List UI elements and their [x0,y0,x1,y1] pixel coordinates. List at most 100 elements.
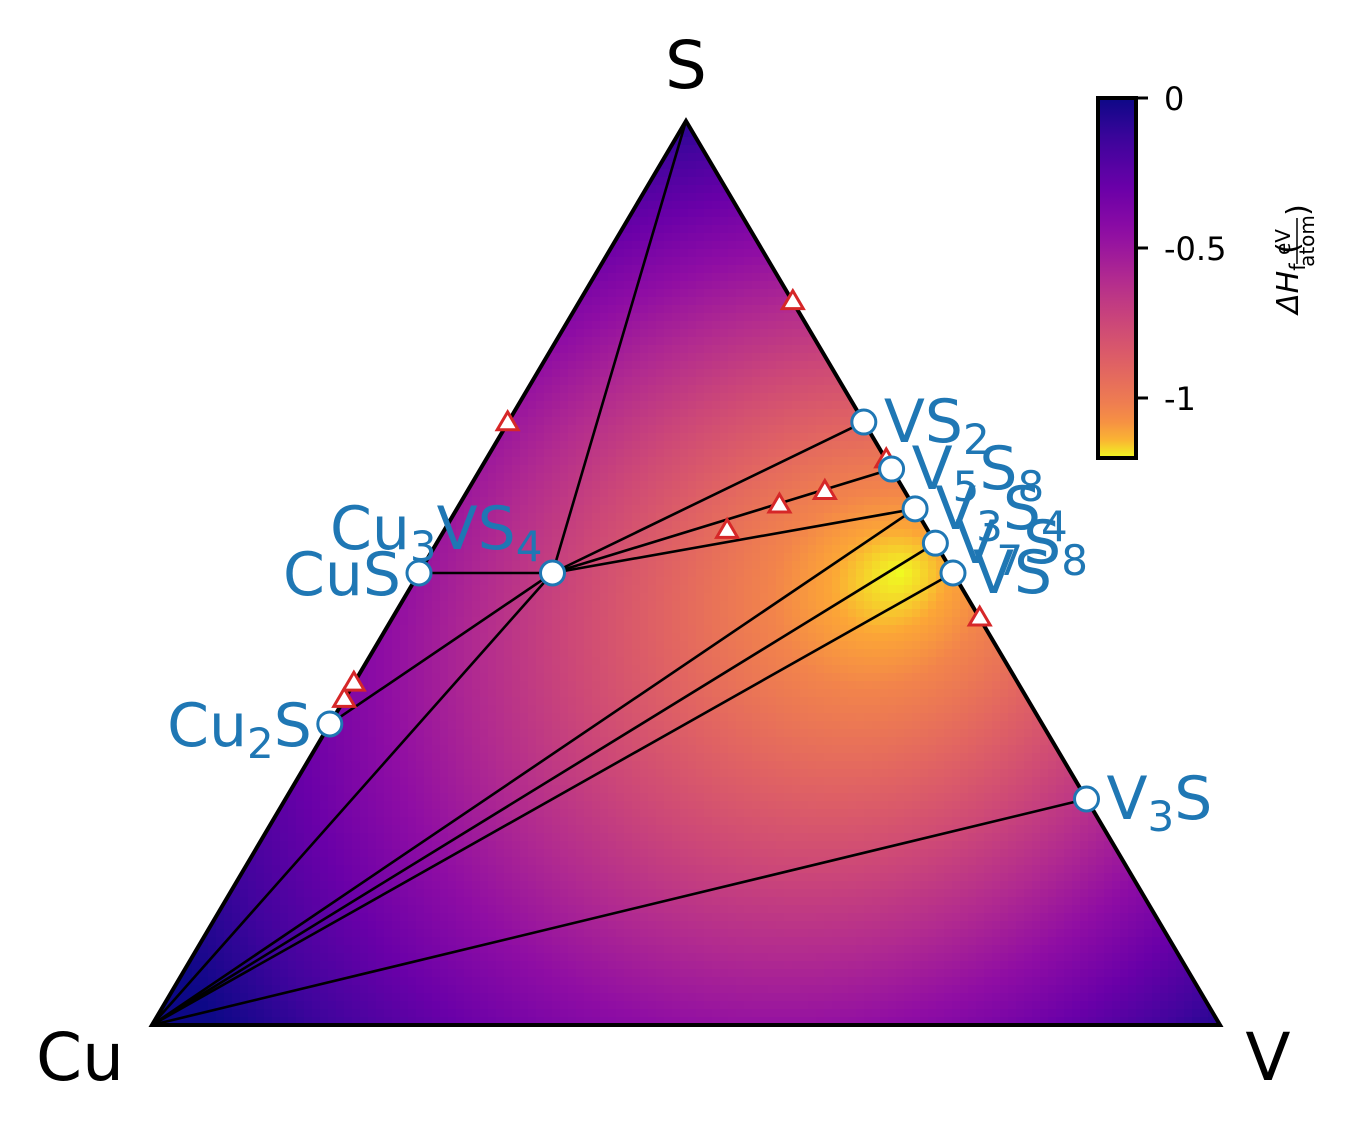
heatmap-cell [344,297,353,306]
heatmap-cell [192,217,201,226]
heatmap-cell [1040,121,1049,122]
heatmap-cell [984,353,993,362]
heatmap-cell [488,233,497,242]
heatmap-cell [520,169,529,178]
heatmap-cell [152,137,153,146]
heatmap-cell [312,201,321,210]
heatmap-cell [1192,121,1201,122]
heatmap-cell [552,145,561,154]
heatmap-cell [792,401,801,410]
heatmap-cell [800,393,809,402]
heatmap-cell [456,377,465,386]
heatmap-cell [624,185,633,194]
heatmap-cell [824,297,833,306]
heatmap-cell [224,353,233,362]
heatmap-cell [896,153,905,162]
heatmap-cell [1168,337,1177,346]
heatmap-cell [432,153,441,162]
heatmap-cell [184,337,193,346]
heatmap-cell [848,353,857,362]
heatmap-cell [200,153,209,162]
heatmap-cell [152,401,153,410]
heatmap-cell [256,273,265,282]
heatmap-cell [192,121,201,122]
heatmap-cell [976,361,985,370]
heatmap-cell [920,145,929,154]
heatmap-cell [520,121,529,130]
heatmap-cell [320,225,329,234]
heatmap-cell [360,401,369,410]
heatmap-cell [520,361,529,370]
heatmap-cell [408,121,417,130]
heatmap-cell [1208,321,1217,330]
heatmap-cell [248,273,257,282]
heatmap-cell [520,313,529,322]
heatmap-cell [168,345,177,354]
heatmap-cell [352,265,361,274]
heatmap-cell [568,329,577,338]
heatmap-cell [864,185,873,194]
heatmap-cell [712,209,721,218]
heatmap-cell [464,185,473,194]
heatmap-cell [536,137,545,146]
heatmap-cell [600,369,609,378]
heatmap-cell [528,161,537,170]
heatmap-cell [1152,121,1161,130]
heatmap-cell [944,241,953,250]
heatmap-cell [984,225,993,234]
heatmap-cell [640,201,649,210]
heatmap-cell [1016,241,1025,250]
heatmap-cell [328,121,337,122]
heatmap-cell [1208,121,1217,122]
heatmap-cell [1088,201,1097,210]
heatmap-cell [744,297,753,306]
heatmap-cell [416,289,425,298]
heatmap-cell [288,129,297,138]
heatmap-cell [1160,209,1169,218]
heatmap-cell [656,209,665,218]
heatmap-cell [200,273,209,282]
heatmap-cell [448,361,457,370]
heatmap-cell [1056,129,1065,138]
heatmap-cell [640,369,649,378]
heatmap-cell [264,249,273,258]
heatmap-cell [608,337,617,346]
heatmap-cell [384,329,393,338]
heatmap-cell [432,353,441,362]
heatmap-cell [904,361,913,370]
heatmap-cell [1152,161,1161,170]
heatmap-cell [304,185,313,194]
heatmap-cell [848,217,857,226]
heatmap-cell [200,169,209,178]
heatmap-cell [232,329,241,338]
heatmap-cell [360,353,369,362]
heatmap-cell [1024,281,1033,290]
heatmap-cell [960,121,969,122]
heatmap-cell [152,345,161,354]
heatmap-cell [720,121,729,130]
heatmap-cell [1072,129,1081,138]
heatmap-cell [416,377,425,386]
heatmap-cell [312,217,321,226]
heatmap-cell [456,329,465,338]
heatmap-cell [680,369,689,378]
heatmap-cell [264,209,273,218]
heatmap-cell [840,217,849,226]
heatmap-cell [1080,281,1089,290]
heatmap-cell [688,329,697,338]
heatmap-cell [360,121,369,130]
heatmap-cell [720,321,729,330]
heatmap-cell [312,129,321,138]
heatmap-cell [168,393,177,402]
heatmap-cell [688,289,697,298]
heatmap-cell [808,121,817,130]
heatmap-cell [552,281,561,290]
heatmap-cell [736,265,745,274]
heatmap-cell [1160,329,1169,338]
heatmap-cell [384,145,393,154]
heatmap-cell [344,201,353,210]
heatmap-cell [768,225,777,234]
heatmap-cell [1176,297,1185,306]
heatmap-cell [440,257,449,266]
heatmap-cell [776,169,785,178]
